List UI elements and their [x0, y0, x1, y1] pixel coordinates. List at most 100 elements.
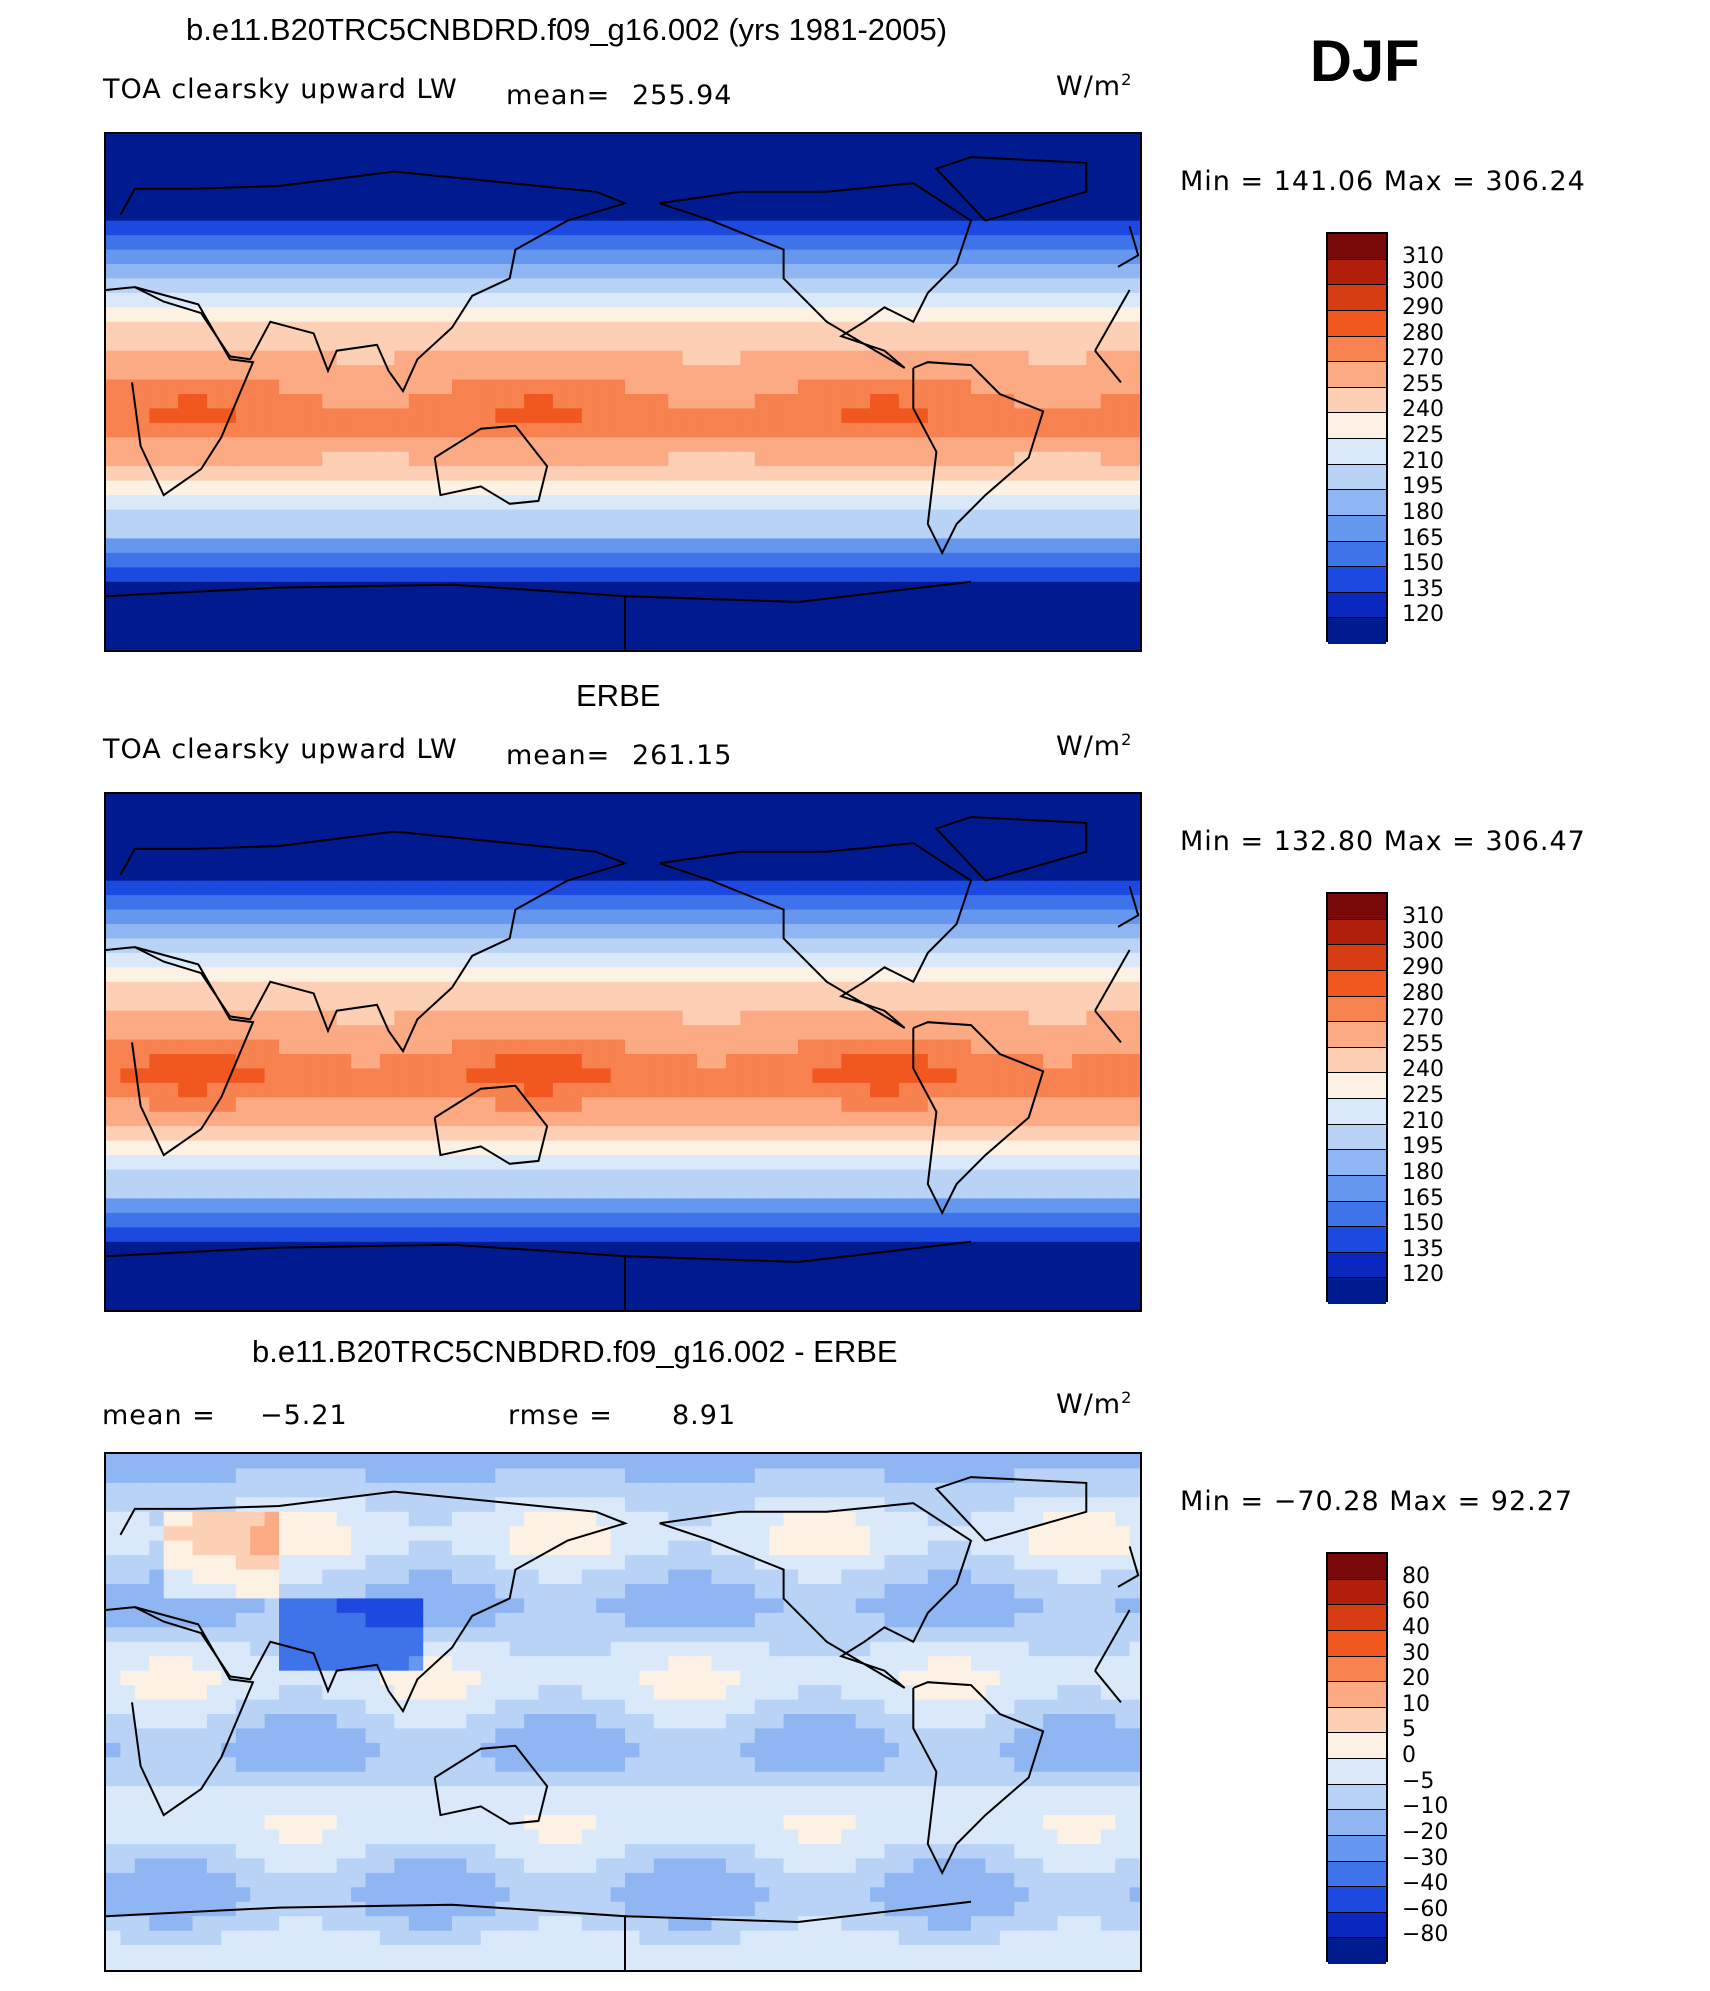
colorbar-tick-label: 210 — [1402, 1108, 1444, 1134]
coastline — [912, 1681, 1045, 1876]
colorbar-swatch — [1328, 1099, 1386, 1125]
panel3-mean-label: mean = — [102, 1400, 216, 1431]
colorbar-tick-label: 120 — [1402, 1262, 1444, 1288]
colorbar-swatch — [1328, 1605, 1386, 1631]
colorbar-swatch — [1328, 1861, 1386, 1888]
colorbar-tick-label: 270 — [1402, 346, 1444, 372]
colorbar-swatch — [1328, 1887, 1386, 1913]
colorbar-swatch — [1328, 1047, 1386, 1074]
colorbar-swatch — [1328, 1938, 1386, 1964]
panel3-mean-value: −5.21 — [260, 1400, 348, 1431]
colorbar-swatch — [1328, 1630, 1386, 1657]
colorbar-swatch — [1328, 1252, 1386, 1279]
colorbar-swatch — [1328, 1810, 1386, 1836]
season-label: DJF — [1310, 29, 1420, 94]
panel2-title: ERBE — [576, 678, 661, 713]
colorbar-tick-label: 280 — [1402, 320, 1444, 346]
colorbar-swatch — [1328, 1201, 1386, 1228]
panel3-title: b.e11.B20TRC5CNBDRD.f09_g16.002 - ERBE — [252, 1334, 898, 1369]
colorbar-swatch — [1328, 567, 1386, 593]
panel1-variable: TOA clearsky upward LW — [103, 74, 458, 105]
colorbar-tick-label: −60 — [1402, 1896, 1449, 1922]
panel3-minmax: Min = −70.28 Max = 92.27 — [1180, 1486, 1574, 1517]
colorbar-swatch — [1328, 945, 1386, 971]
colorbar-tick-label: 5 — [1402, 1717, 1416, 1743]
panel3-units: W/m2 — [1056, 1388, 1133, 1420]
panel2-mean-value: 261.15 — [632, 740, 733, 771]
coastline — [659, 1502, 973, 1689]
colorbar-tick-label: 150 — [1402, 1211, 1444, 1237]
colorbar-swatch — [1328, 1022, 1386, 1048]
panel2-variable: TOA clearsky upward LW — [103, 734, 458, 765]
colorbar-swatch — [1328, 592, 1386, 619]
colorbar-swatch — [1328, 439, 1386, 465]
coastline — [106, 1243, 626, 1310]
colorbar-swatch — [1328, 1124, 1386, 1151]
colorbar-tick-label: 60 — [1402, 1589, 1430, 1615]
colorbar-tick-label: 165 — [1402, 1185, 1444, 1211]
colorbar-swatch — [1328, 1579, 1386, 1606]
colorbar-swatch — [1328, 1835, 1386, 1862]
colorbar-tick-label: 80 — [1402, 1563, 1430, 1589]
colorbar-tick-label: −30 — [1402, 1845, 1449, 1871]
colorbar-tick-label: 10 — [1402, 1691, 1430, 1717]
colorbar-swatch — [1328, 1656, 1386, 1683]
colorbar-swatch — [1328, 490, 1386, 516]
colorbar-swatch — [1328, 1073, 1386, 1099]
colorbar-swatch — [1328, 1912, 1386, 1939]
colorbar-tick-label: 40 — [1402, 1614, 1430, 1640]
colorbar-swatch — [1328, 515, 1386, 542]
panel2-minmax: Min = 132.80 Max = 306.47 — [1180, 826, 1586, 857]
colorbar-swatch — [1328, 1554, 1386, 1580]
colorbar-tick-label: 135 — [1402, 1236, 1444, 1262]
colorbar-tick-label: 180 — [1402, 499, 1444, 525]
colorbar-swatch — [1328, 1784, 1386, 1811]
coastline — [934, 816, 1088, 882]
colorbar-swatch — [1328, 413, 1386, 439]
colorbar-tick-label: −5 — [1402, 1768, 1435, 1794]
panel1-minmax: Min = 141.06 Max = 306.24 — [1180, 166, 1586, 197]
colorbar-swatch — [1328, 1682, 1386, 1708]
colorbar-tick-label: 30 — [1402, 1640, 1430, 1666]
coastline — [934, 1476, 1088, 1542]
map-field — [106, 134, 1140, 650]
coastline — [1094, 1010, 1122, 1044]
colorbar-tick-label: 150 — [1402, 551, 1444, 577]
colorbar-tick-label: 20 — [1402, 1666, 1430, 1692]
colorbar-swatch — [1328, 336, 1386, 363]
colorbar-swatch — [1328, 387, 1386, 414]
colorbar-tick-label: 280 — [1402, 980, 1444, 1006]
colorbar-swatch — [1328, 310, 1386, 337]
colorbar-tick-label: 240 — [1402, 1057, 1444, 1083]
colorbar-tick-label: 255 — [1402, 1031, 1444, 1057]
colorbar-swatch — [1328, 1278, 1386, 1304]
panel1-mean-label: mean= — [506, 80, 611, 111]
coastline — [106, 583, 626, 650]
coastline — [659, 842, 973, 1029]
colorbar-tick-label: 300 — [1402, 269, 1444, 295]
panel2-colorbar — [1326, 892, 1388, 1304]
colorbar-swatch — [1328, 285, 1386, 311]
coastline — [912, 361, 1045, 556]
colorbar-swatch — [1328, 894, 1386, 920]
colorbar-swatch — [1328, 970, 1386, 997]
colorbar-swatch — [1328, 234, 1386, 260]
colorbar-tick-label: −40 — [1402, 1871, 1449, 1897]
colorbar-swatch — [1328, 1733, 1386, 1759]
panel3-rmse-label: rmse = — [508, 1400, 613, 1431]
panel2-map — [104, 792, 1142, 1312]
colorbar-tick-label: −10 — [1402, 1794, 1449, 1820]
colorbar-swatch — [1328, 1759, 1386, 1785]
panel1-title: b.e11.B20TRC5CNBDRD.f09_g16.002 (yrs 198… — [186, 12, 948, 47]
panel1-units: W/m2 — [1056, 70, 1133, 102]
panel2-units: W/m2 — [1056, 730, 1133, 762]
coastline — [912, 1021, 1045, 1216]
colorbar-swatch — [1328, 1707, 1386, 1734]
coastline — [659, 182, 973, 369]
coastline — [1094, 350, 1122, 384]
colorbar-swatch — [1328, 618, 1386, 644]
coastline — [106, 830, 629, 1054]
colorbar-tick-label: 290 — [1402, 954, 1444, 980]
panel1-colorbar — [1326, 232, 1388, 644]
colorbar-tick-label: 195 — [1402, 474, 1444, 500]
